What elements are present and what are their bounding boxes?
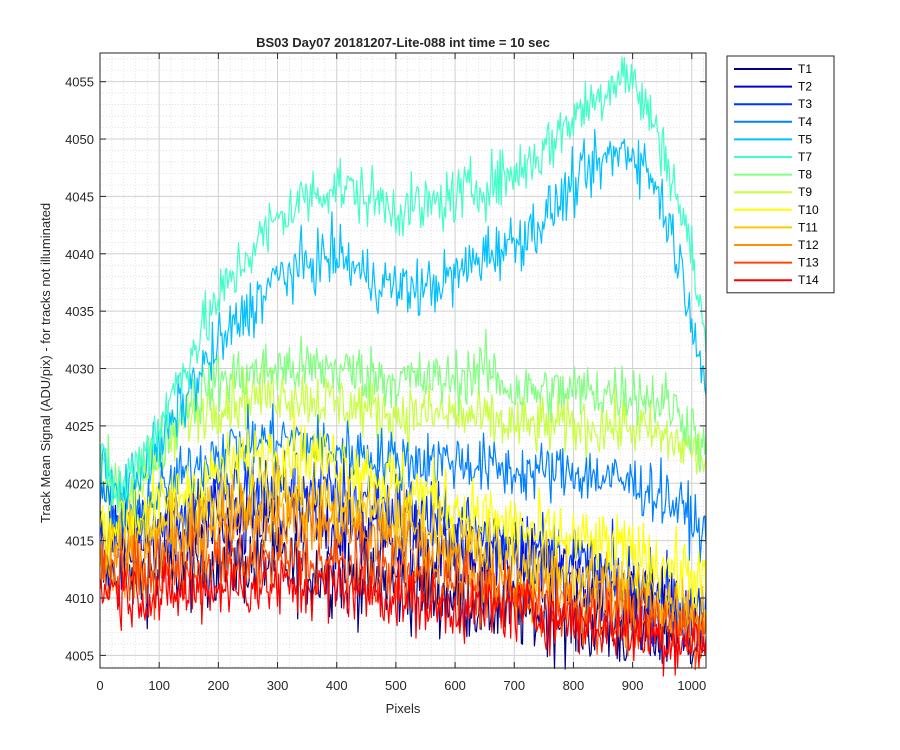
y-tick-label: 4005 bbox=[65, 648, 94, 663]
chart-title: BS03 Day07 20181207-Lite-088 int time = … bbox=[256, 35, 550, 50]
x-tick-label: 1000 bbox=[677, 678, 706, 693]
legend-label-t4: T4 bbox=[798, 115, 812, 129]
x-tick-label: 500 bbox=[385, 678, 407, 693]
legend-label-t8: T8 bbox=[798, 168, 812, 182]
series-line-t7 bbox=[99, 56, 707, 514]
x-tick-label: 900 bbox=[622, 678, 644, 693]
x-tick-label: 800 bbox=[563, 678, 585, 693]
y-tick-label: 4055 bbox=[65, 75, 94, 90]
series-line-t8 bbox=[99, 328, 707, 529]
axes-box bbox=[99, 52, 707, 669]
legend-label-t5: T5 bbox=[798, 132, 812, 146]
plot-area: 0 100 200 300 400 500 600 700 800 900 1000 4005 4010… bbox=[65, 52, 707, 693]
y-tick-label: 4020 bbox=[65, 476, 94, 491]
y-tick-label: 4010 bbox=[65, 591, 94, 606]
x-axis-label: Pixels bbox=[386, 701, 421, 716]
y-tick-label: 4015 bbox=[65, 534, 94, 549]
legend-label-t9: T9 bbox=[798, 185, 812, 199]
legend-label-t7: T7 bbox=[798, 150, 812, 164]
legend-label-t12: T12 bbox=[798, 238, 819, 252]
y-tick-label: 4045 bbox=[65, 189, 94, 204]
y-tick-label: 4025 bbox=[65, 419, 94, 434]
y-tick-label: 4030 bbox=[65, 362, 94, 377]
y-axis-label: Track Mean Signal (ADU/pix) - for tracks… bbox=[38, 203, 53, 523]
x-tick-label: 100 bbox=[148, 678, 170, 693]
x-tick-label: 700 bbox=[503, 678, 525, 693]
legend-label-t3: T3 bbox=[798, 97, 812, 111]
x-tick-label: 600 bbox=[444, 678, 466, 693]
series-line-t10 bbox=[99, 410, 707, 614]
legend-label-t1: T1 bbox=[798, 62, 812, 76]
legend: T1 T2 T3 T4 T5 T7 T8 T9 T10 T11 T12 T13 T14 bbox=[726, 55, 835, 294]
series-line-t5 bbox=[99, 128, 707, 515]
legend-label-t2: T2 bbox=[798, 80, 812, 94]
x-tick-label: 0 bbox=[96, 678, 103, 693]
legend-label-t14: T14 bbox=[798, 273, 819, 287]
legend-label-t10: T10 bbox=[798, 203, 819, 217]
x-tick-label: 300 bbox=[267, 678, 289, 693]
y-tick-label: 4035 bbox=[65, 304, 94, 319]
y-tick-label: 4050 bbox=[65, 132, 94, 147]
series-line-t4 bbox=[99, 403, 707, 563]
x-tick-label: 400 bbox=[326, 678, 348, 693]
series-line-t14 bbox=[99, 550, 707, 677]
x-tick-label: 200 bbox=[208, 678, 230, 693]
legend-label-t11: T11 bbox=[798, 220, 818, 234]
y-tick-label: 4040 bbox=[65, 247, 94, 262]
legend-label-t13: T13 bbox=[798, 256, 819, 270]
